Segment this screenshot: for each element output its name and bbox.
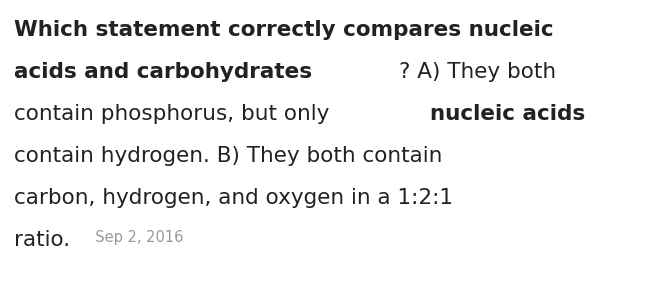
Text: nucleic acids: nucleic acids <box>430 104 585 124</box>
Text: ? A) They both: ? A) They both <box>399 62 556 82</box>
Text: Sep 2, 2016: Sep 2, 2016 <box>87 230 184 245</box>
Text: contain hydrogen. B) They both contain: contain hydrogen. B) They both contain <box>14 146 442 166</box>
Text: carbon, hydrogen, and oxygen in a 1:2:1: carbon, hydrogen, and oxygen in a 1:2:1 <box>14 188 453 208</box>
Text: acids and carbohydrates: acids and carbohydrates <box>14 62 312 82</box>
Text: contain phosphorus, but only: contain phosphorus, but only <box>14 104 336 124</box>
Text: ratio.: ratio. <box>14 230 70 250</box>
Text: Which statement correctly compares nucleic: Which statement correctly compares nucle… <box>14 20 554 40</box>
